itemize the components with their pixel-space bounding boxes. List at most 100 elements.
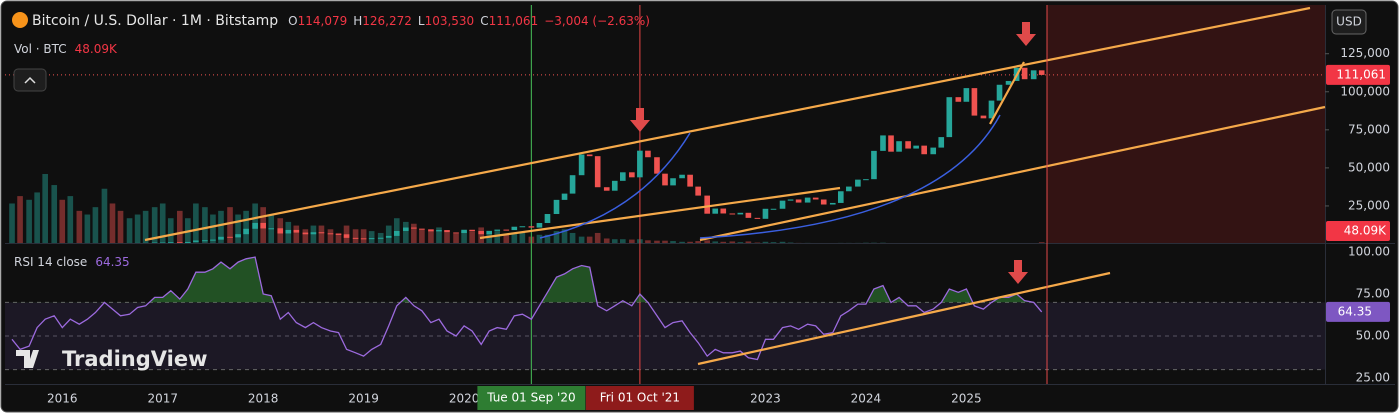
volume-bar: [243, 210, 249, 243]
volume-bar: [193, 203, 199, 243]
volume-bar: [544, 234, 551, 243]
candle-body: [812, 197, 819, 200]
volume-bar: [1038, 242, 1045, 243]
volume-bar: [393, 218, 400, 243]
volume-bar: [411, 223, 417, 243]
candle-body: [569, 175, 576, 194]
trend-line: [699, 105, 1326, 242]
change: −3,004 (−2.63%): [544, 14, 650, 28]
volume-bar: [444, 232, 450, 243]
volume-bar: [235, 214, 241, 243]
volume-bar: [670, 241, 676, 243]
candle-body: [905, 141, 911, 149]
x-tick-label: 2017: [147, 392, 178, 406]
x-tick-label: 2016: [47, 392, 78, 406]
candle-body: [167, 242, 174, 243]
volume-bar: [343, 225, 350, 243]
volume-badge-label: 48.09K: [1344, 224, 1387, 238]
collapse-button[interactable]: [13, 68, 47, 92]
candle-body: [469, 229, 475, 231]
volume-bar: [855, 242, 861, 243]
volume-bar: [51, 185, 58, 243]
volume-bar: [871, 242, 877, 243]
volume-bar: [619, 239, 626, 243]
y-tick-label: 100,000: [1340, 84, 1390, 98]
crosshair-label: Tue 01 Sep '20: [486, 391, 575, 405]
y-tick-label: 25.00: [1356, 370, 1390, 384]
candle-body: [654, 157, 660, 174]
volume-bar: [101, 188, 108, 243]
currency: USD: [1336, 15, 1362, 29]
candle-body: [980, 115, 987, 119]
candle-body: [343, 234, 350, 238]
candle-body: [436, 230, 442, 232]
candle-body: [478, 230, 484, 235]
candle-body: [695, 186, 701, 196]
volume-bar: [762, 241, 769, 243]
candle-body: [293, 229, 300, 233]
axis-layer: 25,000 50,000 75,000 100,000 125,000 25.00 50.…: [47, 46, 1390, 410]
candle-body: [863, 179, 869, 181]
candle-body: [846, 186, 852, 192]
ohlc-value: 114,079: [298, 14, 348, 28]
volume-bar: [503, 234, 510, 243]
currency-button[interactable]: [1331, 9, 1367, 35]
candle-body: [444, 230, 450, 233]
volume-bar: [385, 225, 392, 243]
volume-bar: [318, 225, 325, 243]
candle-body: [352, 237, 359, 239]
candle-body: [235, 234, 241, 238]
candle-body: [411, 227, 417, 229]
candle-body: [578, 154, 585, 176]
volume-bar: [92, 207, 99, 243]
rsi-overbought-fill: [12, 257, 1042, 303]
candle-body: [461, 229, 467, 234]
x-tick-label: 2025: [951, 392, 982, 406]
candle-body: [996, 84, 1003, 101]
arrows: [630, 22, 1036, 284]
volume-bar: [611, 239, 618, 243]
volume-bar: [695, 241, 701, 243]
candle-body: [896, 141, 902, 152]
candle-body: [553, 199, 560, 215]
candle-body: [218, 236, 224, 240]
candle-body: [360, 238, 367, 240]
crosshair-layer: [530, 5, 641, 384]
drawings: [144, 6, 1326, 366]
candle-body: [193, 240, 199, 242]
volume-bar: [167, 218, 174, 243]
volume-bar: [218, 210, 224, 243]
rsi-band: [5, 301, 1325, 371]
volume-bar: [603, 238, 610, 243]
volume-bar: [787, 242, 794, 243]
rsi-layer: [11, 256, 1043, 361]
volume-bar: [494, 231, 501, 243]
watermark: TradingView: [16, 347, 207, 371]
candle-body: [779, 200, 786, 209]
candle-body: [1021, 67, 1028, 80]
candle-body: [762, 208, 769, 219]
candle-body: [335, 233, 342, 235]
candle-body: [988, 100, 995, 119]
candle-body: [586, 154, 593, 157]
volume-bar: [293, 225, 300, 243]
crosshair-badge: [585, 386, 694, 410]
candle-body: [428, 229, 434, 232]
volume-legend: Vol · BTC 48.09K: [14, 42, 118, 56]
candle-body: [921, 145, 927, 155]
volume-bar: [837, 242, 844, 243]
volume-bar: [729, 241, 736, 243]
arrow: [1008, 260, 1028, 284]
volume-bar: [302, 229, 309, 243]
candle-body: [619, 172, 626, 181]
candle-body: [393, 230, 400, 236]
candle-body: [629, 172, 635, 178]
candle-body: [377, 237, 384, 239]
crosshair-label: Fri 01 Oct '21: [600, 391, 680, 405]
volume-bar: [159, 203, 166, 243]
coin-icon: [12, 12, 28, 28]
candle-body: [611, 180, 618, 191]
volume-bar: [561, 229, 568, 243]
candle-body: [787, 199, 794, 201]
volume-bar: [151, 207, 158, 243]
